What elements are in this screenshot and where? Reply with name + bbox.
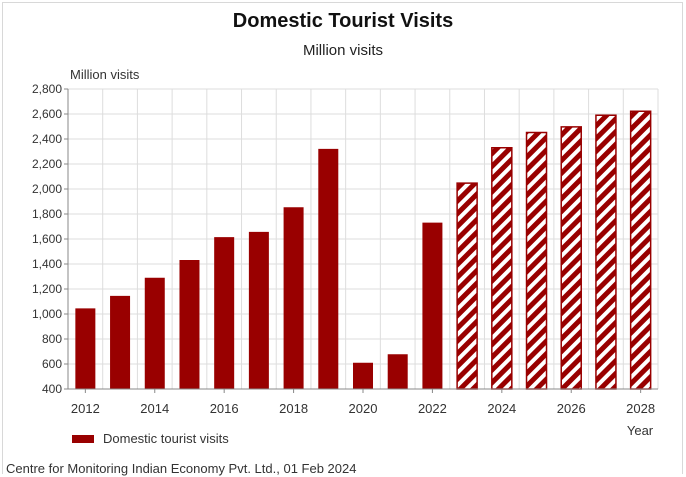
x-tick-label: 2028 [626, 401, 655, 416]
bar-2020 [353, 362, 373, 389]
y-tick-label: 600 [42, 357, 62, 371]
x-tick-label: 2014 [140, 401, 169, 416]
x-tick-label: 2018 [279, 401, 308, 416]
y-tick-label: 2,000 [32, 182, 62, 196]
x-axis-label: Year [627, 423, 654, 438]
bar-forecast-2028 [629, 110, 652, 390]
legend: Domestic tourist visits [72, 431, 229, 446]
y-tick-label: 1,200 [32, 282, 62, 296]
y-tick-label: 1,600 [32, 232, 62, 246]
bar-2014 [144, 277, 165, 389]
x-tick-label: 2016 [210, 401, 239, 416]
bar-forecast-2023 [456, 182, 478, 390]
bar-2013 [110, 295, 131, 389]
y-tick-label: 800 [42, 332, 62, 346]
x-tick-label: 2020 [349, 401, 378, 416]
y-tick-label: 2,200 [32, 157, 62, 171]
bar-2021 [387, 354, 408, 389]
bar-2017 [248, 231, 269, 389]
bar-2019 [318, 148, 339, 389]
y-tick-label: 2,800 [32, 82, 62, 96]
y-tick-label: 1,800 [32, 207, 62, 221]
y-tick-label: 2,400 [32, 132, 62, 146]
bar-chart: 400 600 800 1,000 1,200 1,400 1,600 1,800 2,000 2… [32, 67, 659, 438]
bar-2018 [283, 207, 304, 389]
y-tick-label: 2,600 [32, 107, 62, 121]
chart-title: Domestic Tourist Visits [232, 10, 454, 32]
y-tick-label: 1,000 [32, 307, 62, 321]
x-tick-label: 2026 [557, 401, 586, 416]
bar-2022 [422, 222, 443, 389]
y-tick-label: 1,400 [32, 257, 62, 271]
bar-2016 [214, 237, 235, 389]
bar-2015 [179, 260, 200, 389]
chart-subtitle: Million visits [302, 42, 383, 59]
bar-forecast-2026 [560, 126, 582, 390]
bar-forecast-2024 [491, 147, 513, 390]
x-tick-label: 2024 [487, 401, 516, 416]
bar-forecast-2027 [595, 114, 617, 390]
y-tick-label: 400 [42, 382, 62, 396]
x-tick-label: 2012 [71, 401, 100, 416]
y-axis-label: Million visits [70, 67, 140, 82]
source-note: Centre for Monitoring Indian Economy Pvt… [6, 461, 357, 476]
bar-2012 [75, 308, 96, 389]
x-tick-label: 2022 [418, 401, 447, 416]
legend-swatch [72, 434, 94, 443]
legend-label: Domestic tourist visits [103, 431, 229, 446]
bar-forecast-2025 [525, 131, 548, 390]
